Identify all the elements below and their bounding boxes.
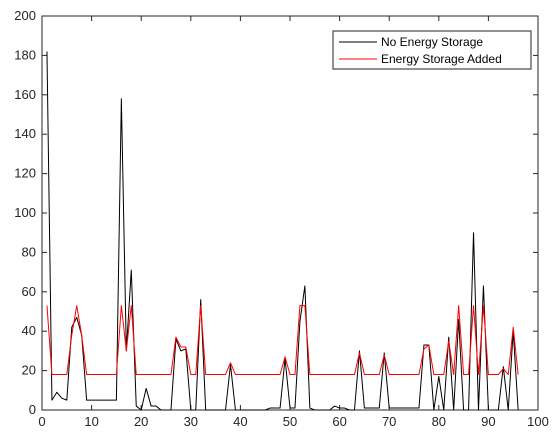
y-tick-label: 40: [22, 323, 36, 338]
legend: No Energy Storage Energy Storage Added: [332, 30, 532, 70]
x-tick-label: 0: [38, 414, 45, 429]
x-tick-label: 50: [283, 414, 297, 429]
series-line-energy-storage-added: [46, 305, 519, 376]
series-line-no-energy-storage: [46, 51, 519, 411]
y-tick-label: 160: [14, 87, 36, 102]
y-tick-label: 200: [14, 8, 36, 23]
x-axis: 0 10 20 30 40 50 60 70 80 90 100: [38, 16, 549, 429]
plot-area: [46, 51, 519, 411]
x-tick-label: 30: [184, 414, 198, 429]
y-axis: 0 20 40 60 80 100 120 140 160 180 200: [14, 8, 538, 417]
x-tick-label: 20: [134, 414, 148, 429]
x-tick-label: 70: [382, 414, 396, 429]
x-tick-label: 10: [84, 414, 98, 429]
x-tick-label: 40: [233, 414, 247, 429]
x-tick-label: 100: [527, 414, 549, 429]
y-tick-label: 180: [14, 47, 36, 62]
legend-label: Energy Storage Added: [381, 52, 502, 66]
y-tick-label: 80: [22, 244, 36, 259]
y-tick-label: 0: [29, 402, 36, 417]
axes-box: [41, 15, 539, 411]
y-tick-label: 100: [14, 205, 36, 220]
y-tick-label: 20: [22, 363, 36, 378]
y-tick-label: 60: [22, 284, 36, 299]
y-tick-label: 120: [14, 166, 36, 181]
x-tick-label: 60: [332, 414, 346, 429]
legend-label: No Energy Storage: [381, 35, 483, 49]
legend-box: [332, 30, 532, 70]
y-tick-label: 140: [14, 126, 36, 141]
x-tick-label: 90: [481, 414, 495, 429]
axes-frame: [41, 15, 539, 411]
x-tick-label: 80: [432, 414, 446, 429]
